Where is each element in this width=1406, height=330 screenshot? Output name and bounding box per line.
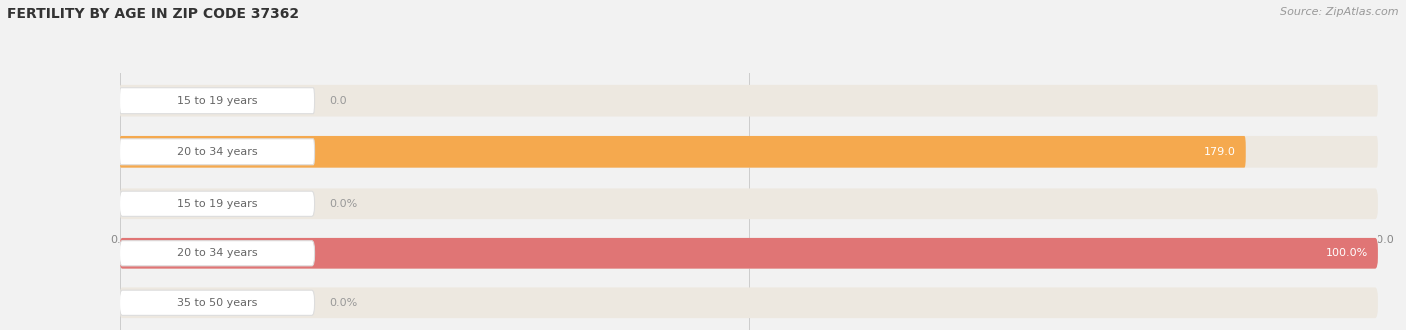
FancyBboxPatch shape: [120, 139, 315, 165]
FancyBboxPatch shape: [120, 238, 1378, 269]
Text: 15 to 19 years: 15 to 19 years: [177, 96, 257, 106]
Text: 15 to 19 years: 15 to 19 years: [177, 199, 257, 209]
Text: 100.0%: 100.0%: [1326, 248, 1368, 258]
Text: 35 to 50 years: 35 to 50 years: [177, 298, 257, 308]
FancyBboxPatch shape: [120, 85, 1378, 116]
FancyBboxPatch shape: [120, 290, 315, 315]
FancyBboxPatch shape: [120, 187, 1378, 219]
FancyBboxPatch shape: [120, 191, 315, 216]
FancyBboxPatch shape: [120, 188, 1378, 219]
Text: FERTILITY BY AGE IN ZIP CODE 37362: FERTILITY BY AGE IN ZIP CODE 37362: [7, 7, 299, 20]
FancyBboxPatch shape: [120, 241, 315, 266]
Text: 20 to 34 years: 20 to 34 years: [177, 147, 257, 157]
Text: 0.0: 0.0: [329, 198, 347, 208]
FancyBboxPatch shape: [120, 238, 1378, 269]
FancyBboxPatch shape: [120, 287, 1378, 318]
FancyBboxPatch shape: [120, 136, 1378, 168]
Text: Source: ZipAtlas.com: Source: ZipAtlas.com: [1281, 7, 1399, 16]
Text: 179.0: 179.0: [1204, 147, 1236, 157]
FancyBboxPatch shape: [120, 136, 1246, 168]
Text: 20 to 34 years: 20 to 34 years: [177, 248, 257, 258]
Text: 0.0%: 0.0%: [329, 298, 359, 308]
Text: 35 to 50 years: 35 to 50 years: [177, 198, 257, 208]
Text: 0.0: 0.0: [329, 96, 347, 106]
FancyBboxPatch shape: [120, 88, 315, 114]
FancyBboxPatch shape: [120, 190, 315, 216]
Text: 0.0%: 0.0%: [329, 199, 359, 209]
